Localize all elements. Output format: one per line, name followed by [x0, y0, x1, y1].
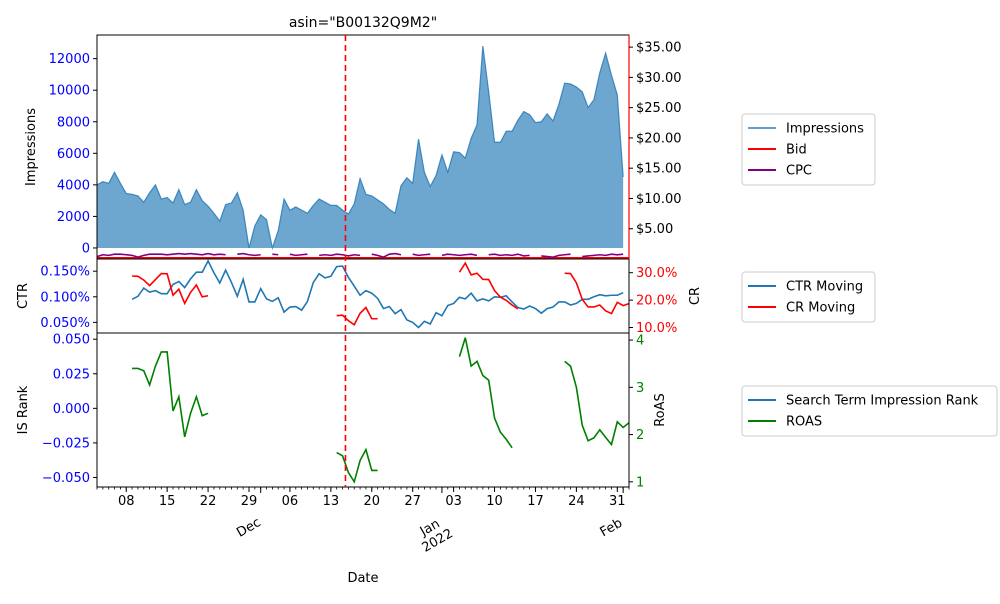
usd-y2-tick-label: $15.00 — [636, 162, 682, 177]
top-legend-box — [741, 113, 876, 186]
cr-y2-tick-label: 30.0% — [636, 266, 677, 281]
x-day-tick-label: 08 — [118, 494, 135, 509]
isrank-y-tick-label: 0.050 — [53, 333, 90, 348]
x-day-tick-label: 10 — [486, 494, 503, 509]
roas-line — [458, 337, 513, 449]
usd-y2-tick-label: $30.00 — [636, 71, 682, 86]
usd-y2-tick-label: $25.00 — [636, 101, 682, 116]
roas-line — [132, 351, 209, 438]
legend-label: CR Moving — [786, 301, 855, 316]
cpc-line — [582, 253, 624, 258]
top-legend: Impressions Bid CPC — [741, 113, 876, 186]
isrank-axis-label: IS Rank — [16, 385, 31, 434]
x-day-tick-label: 17 — [527, 494, 544, 509]
ctr-y-tick-label: 0.100% — [40, 290, 90, 305]
cr-y2-tick-label: 10.0% — [636, 321, 677, 336]
x-day-tick-label: 13 — [323, 494, 340, 509]
x-day-tick-label: 06 — [282, 494, 299, 509]
x-day-tick-label: 29 — [241, 494, 258, 509]
middle-legend-box — [741, 271, 876, 323]
cpc-line — [289, 253, 308, 257]
bottom-legend-box — [741, 385, 998, 437]
x-day-tick-label: 20 — [363, 494, 380, 509]
roas-y2-tick-label: 4 — [636, 334, 644, 349]
cpc-line — [488, 253, 530, 257]
isrank-y-tick-label: −0.025 — [42, 436, 90, 451]
x-day-tick-label: 24 — [568, 494, 585, 509]
cpc-line — [441, 253, 478, 257]
cr-y2-tick-label: 20.0% — [636, 294, 677, 309]
impressions-y-tick-label: 2000 — [57, 210, 90, 225]
impressions-y-tick-label: 6000 — [57, 147, 90, 162]
isrank-y-tick-label: 0.000 — [53, 402, 90, 417]
impressions-axis-label: Impressions — [24, 108, 39, 186]
x-day-tick-label: 22 — [200, 494, 217, 509]
cpc-line — [319, 253, 361, 257]
cpc-line — [237, 252, 261, 257]
impressions-y-tick-label: 8000 — [57, 115, 90, 130]
x-month-tick-label: Dec — [234, 515, 263, 541]
cpc-line — [272, 253, 279, 256]
cpc-line — [96, 252, 226, 259]
legend-label: ROAS — [786, 415, 822, 430]
usd-y2-tick-label: $35.00 — [636, 41, 682, 56]
legend-label: Bid — [786, 143, 807, 158]
roas-y2-tick-label: 2 — [636, 428, 644, 443]
cr-axis-label: CR — [688, 287, 703, 305]
bottom-legend: Search Term Impression Rank ROAS — [741, 385, 998, 437]
impressions-y-tick-label: 12000 — [49, 52, 90, 67]
usd-y2-tick-label: $20.00 — [636, 131, 682, 146]
x-month-tick-label: Feb — [598, 516, 625, 541]
cr-moving-line — [336, 306, 378, 326]
legend-label: CPC — [786, 164, 812, 179]
isrank-y-tick-label: 0.025 — [53, 367, 90, 382]
middle-panel-frame — [96, 258, 630, 334]
x-month-label-group: Dec — [234, 515, 263, 541]
roas-y2-tick-label: 3 — [636, 381, 644, 396]
ctr-moving-line — [131, 259, 624, 329]
legend-label: Search Term Impression Rank — [786, 394, 979, 409]
impressions-y-tick-label: 0 — [82, 241, 90, 256]
impressions-y-tick-label: 4000 — [57, 178, 90, 193]
roas-y2-tick-label: 1 — [636, 475, 644, 490]
roas-line — [564, 360, 630, 447]
ctr-y-tick-label: 0.050% — [40, 316, 90, 331]
x-axis-label: Date — [347, 571, 378, 586]
impressions-line — [96, 45, 624, 251]
cpc-line — [371, 252, 402, 259]
impressions-y-tick-label: 10000 — [49, 84, 90, 99]
cpc-line — [412, 253, 431, 257]
bottom-panel-frame — [96, 332, 630, 488]
cpc-line — [541, 253, 571, 258]
ctr-y-tick-label: 0.150% — [40, 265, 90, 280]
impressions-area — [97, 46, 624, 248]
x-day-tick-label: 27 — [404, 494, 421, 509]
isrank-y-tick-label: −0.050 — [42, 471, 90, 486]
cr-moving-line — [458, 261, 519, 310]
cr-moving-line — [564, 272, 630, 315]
x-month-label-group: Feb — [598, 516, 625, 541]
usd-y2-tick-label: $5.00 — [636, 222, 673, 237]
x-day-tick-label: 03 — [445, 494, 462, 509]
roas-line — [336, 447, 378, 484]
roas-axis-label: RoAS — [653, 393, 668, 427]
legend-label: CTR Moving — [786, 280, 863, 295]
ctr-axis-label: CTR — [16, 283, 31, 309]
middle-legend: CTR Moving CR Moving — [741, 271, 876, 323]
cr-moving-line — [132, 272, 209, 306]
legend-label: Impressions — [786, 122, 864, 137]
usd-y2-tick-label: $10.00 — [636, 192, 682, 207]
chart-title: asin="B00132Q9M2" — [289, 15, 437, 31]
x-day-tick-label: 31 — [609, 494, 626, 509]
x-day-tick-label: 15 — [159, 494, 176, 509]
